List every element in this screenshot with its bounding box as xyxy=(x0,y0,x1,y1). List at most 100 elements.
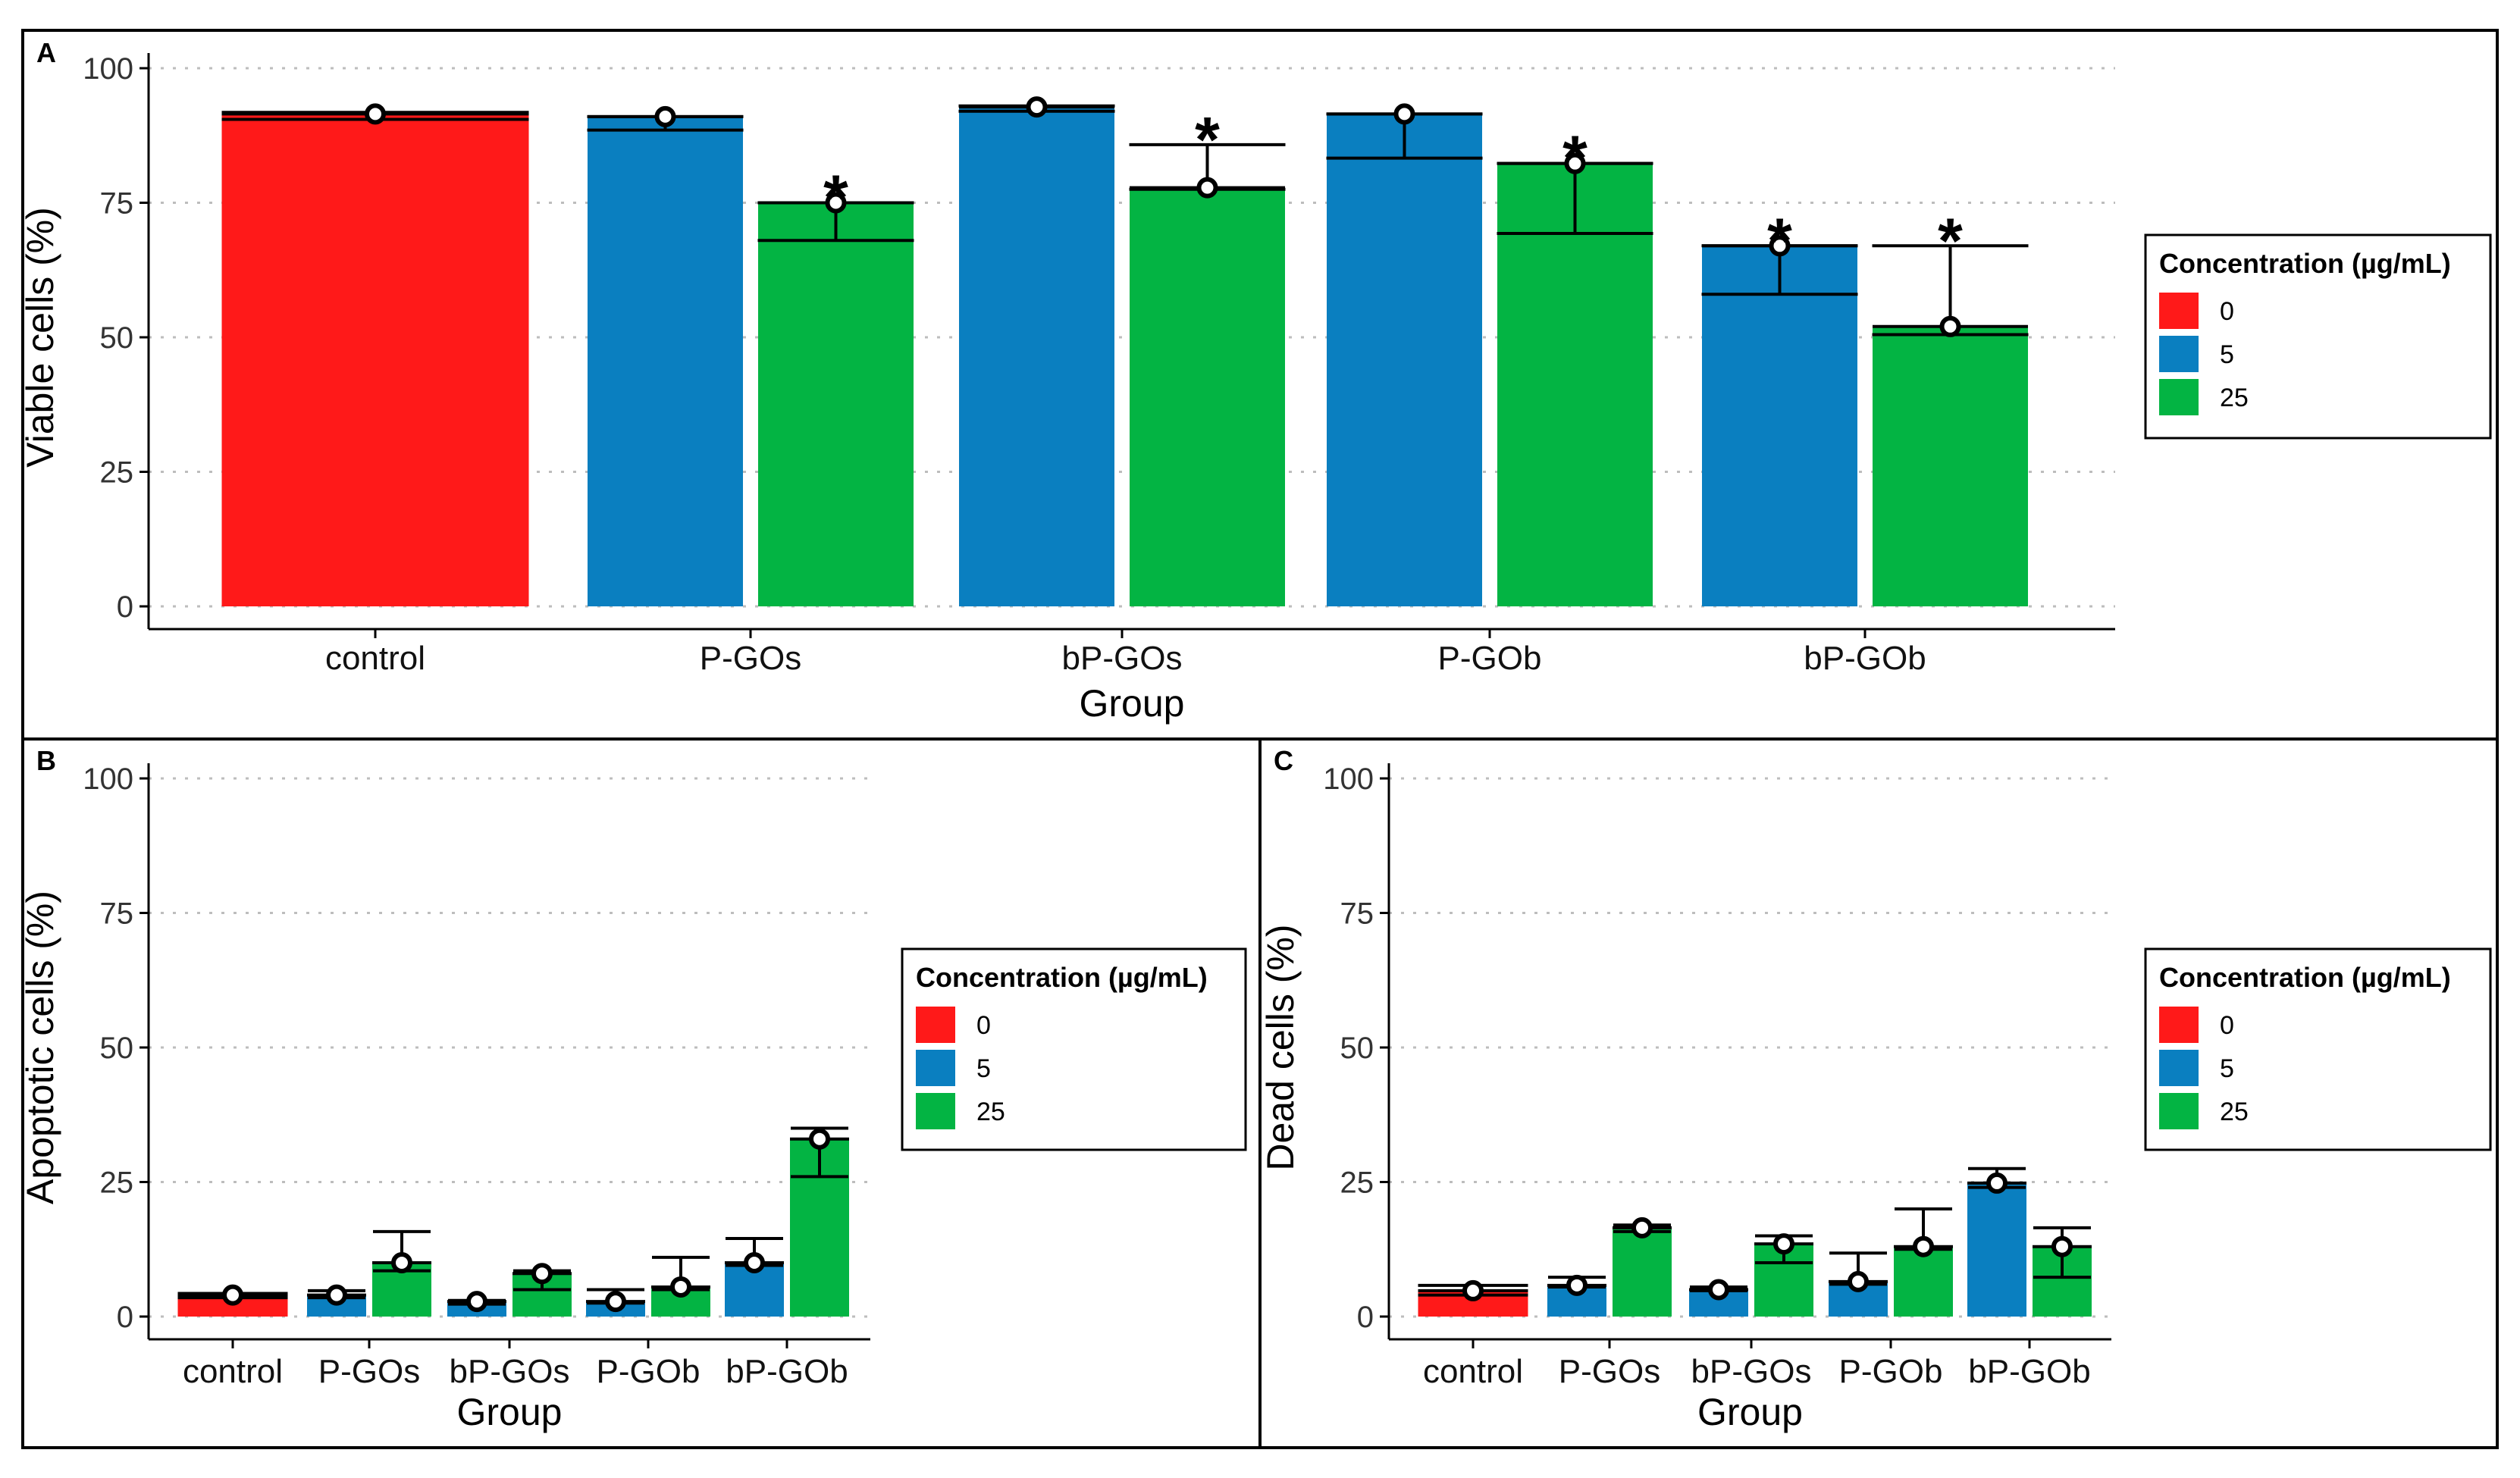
bar-p-gob-25 xyxy=(1497,163,1653,607)
x-tick-label: bP-GOs xyxy=(1062,640,1183,677)
legend-label-0: 0 xyxy=(2220,297,2234,326)
x-tick-label: control xyxy=(325,640,425,677)
data-point xyxy=(2051,1235,2073,1257)
bar-bp-gos-5 xyxy=(959,107,1114,606)
data-point xyxy=(825,192,847,214)
legend-swatch-5 xyxy=(2159,1050,2199,1086)
legend-box xyxy=(2144,947,2492,1151)
legend-label-0: 0 xyxy=(2220,1011,2234,1040)
legend-swatch-0 xyxy=(2159,1007,2199,1043)
data-point xyxy=(326,1284,347,1306)
data-point xyxy=(1939,315,1961,337)
legend-label-5: 5 xyxy=(2220,1054,2234,1083)
y-tick-label: 0 xyxy=(1357,1301,1374,1334)
y-tick-label: 0 xyxy=(117,590,133,624)
x-tick-label: P-GOb xyxy=(1839,1353,1943,1390)
legend-swatch-5 xyxy=(2159,336,2199,372)
legend-swatch-25 xyxy=(2159,379,2199,415)
bar-p-gos-25 xyxy=(758,202,914,606)
data-point xyxy=(1631,1217,1653,1238)
data-point xyxy=(654,105,676,127)
x-tick-label: bP-GOb xyxy=(726,1353,848,1390)
legend-box xyxy=(901,947,1247,1151)
legend-title: Concentration (µg/mL) xyxy=(2159,962,2451,993)
legend-swatch-25 xyxy=(916,1093,955,1129)
y-tick-label: 100 xyxy=(1323,762,1374,796)
data-point xyxy=(365,103,386,125)
significance-marker: * xyxy=(1195,104,1220,175)
y-tick-label: 100 xyxy=(83,762,133,796)
y-tick-label: 25 xyxy=(100,1166,134,1200)
significance-marker: * xyxy=(823,162,848,233)
y-axis-title: Dead cells (%) xyxy=(1259,924,1302,1170)
y-tick-label: 50 xyxy=(100,321,134,355)
legend-label-5: 5 xyxy=(976,1054,991,1083)
y-tick-label: 50 xyxy=(1340,1032,1374,1065)
panel-a-letter: A xyxy=(36,37,56,68)
data-point xyxy=(1848,1270,1869,1292)
y-tick-label: 25 xyxy=(1340,1166,1374,1200)
x-tick-label: P-GOs xyxy=(700,640,801,677)
data-point xyxy=(1708,1279,1729,1301)
x-axis-title: Group xyxy=(1080,682,1185,725)
legend: Concentration (µg/mL) 0 5 25 xyxy=(901,947,1247,1151)
x-tick-label: control xyxy=(1423,1353,1523,1390)
bar-control-0 xyxy=(221,114,529,607)
x-axis-title: Group xyxy=(1697,1391,1803,1433)
legend: Concentration (µg/mL) 0 5 25 xyxy=(2144,233,2492,440)
y-tick-label: 75 xyxy=(1340,897,1374,931)
y-axis-title: Apoptotic cells (%) xyxy=(19,891,61,1204)
data-point xyxy=(1026,96,1048,118)
legend-label-25: 25 xyxy=(2220,384,2249,412)
legend-title: Concentration (µg/mL) xyxy=(916,962,1208,993)
bar-p-gob-5 xyxy=(1327,114,1482,607)
data-point xyxy=(1462,1279,1484,1301)
bar-p-gos-5 xyxy=(588,116,743,606)
data-point xyxy=(1196,177,1218,199)
x-tick-label: bP-GOs xyxy=(1691,1353,1812,1390)
x-tick-label: bP-GOb xyxy=(1968,1353,2090,1390)
y-tick-label: 50 xyxy=(100,1032,134,1065)
legend-swatch-0 xyxy=(2159,293,2199,329)
data-point xyxy=(1393,103,1415,125)
x-tick-label: control xyxy=(183,1353,283,1390)
legend-swatch-0 xyxy=(916,1007,955,1043)
x-tick-label: P-GOs xyxy=(318,1353,420,1390)
significance-marker: * xyxy=(1767,205,1792,276)
data-point xyxy=(605,1291,626,1313)
x-tick-label: P-GOs xyxy=(1559,1353,1660,1390)
bar-p-gob-25 xyxy=(1894,1246,1953,1317)
legend-box xyxy=(2144,233,2492,440)
significance-marker: * xyxy=(1938,205,1963,276)
significance-marker: * xyxy=(1562,123,1588,194)
x-axis-title: Group xyxy=(457,1391,563,1433)
legend-label-25: 25 xyxy=(976,1098,1005,1126)
data-point xyxy=(1566,1274,1588,1296)
bar-bp-gob-25 xyxy=(1873,326,2028,606)
data-point xyxy=(809,1128,830,1150)
bar-p-gos-25 xyxy=(1613,1227,1672,1317)
panel-b-letter: B xyxy=(36,745,56,776)
data-point xyxy=(222,1284,243,1306)
data-point xyxy=(1913,1235,1934,1257)
data-point xyxy=(744,1252,765,1273)
panel-c-border xyxy=(1258,737,2499,1449)
legend: Concentration (µg/mL) 0 5 25 xyxy=(2144,947,2492,1151)
bar-bp-gos-25 xyxy=(1130,187,1285,606)
legend-swatch-25 xyxy=(2159,1093,2199,1129)
legend-label-0: 0 xyxy=(976,1011,991,1040)
panel-c-letter: C xyxy=(1274,745,1293,776)
legend-label-5: 5 xyxy=(2220,340,2234,369)
x-tick-label: bP-GOb xyxy=(1804,640,1926,677)
data-point xyxy=(391,1252,412,1273)
data-point xyxy=(1769,235,1791,257)
data-point xyxy=(1986,1172,2008,1194)
y-tick-label: 0 xyxy=(117,1301,133,1334)
data-point xyxy=(466,1291,487,1313)
y-tick-label: 75 xyxy=(100,897,134,931)
legend-label-25: 25 xyxy=(2220,1098,2249,1126)
